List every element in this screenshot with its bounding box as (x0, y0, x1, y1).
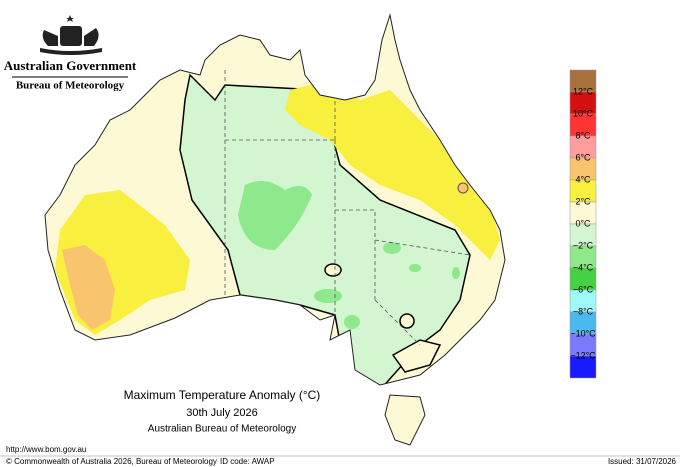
legend-label: 8°C (575, 130, 591, 140)
legend-label: 6°C (575, 152, 591, 162)
legend-label: −8°C (573, 306, 594, 316)
footer-issued: Issued: 31/07/2026 (608, 457, 677, 466)
map-title: Maximum Temperature Anomaly (°C) (124, 388, 321, 402)
legend: 12°C 10°C 8°C 6°C 4°C 2°C 0°C −2°C −4°C −6°C −8°C −… (569, 69, 597, 379)
map-date: 30th July 2026 (186, 407, 258, 419)
legend-label: −4°C (573, 262, 594, 272)
legend-label: −12°C (570, 350, 596, 360)
footer-url: http://www.bom.gov.au (6, 445, 86, 454)
coat-of-arms (40, 15, 102, 55)
legend-label: 4°C (575, 174, 591, 184)
legend-label: 2°C (575, 196, 591, 206)
legend-label: −2°C (573, 240, 594, 250)
legend-swatch (569, 355, 597, 379)
agency-name: Bureau of Meteorology (16, 80, 125, 92)
tasmania (384, 394, 426, 446)
map-source: Australian Bureau of Meteorology (148, 424, 296, 435)
legend-label: 10°C (573, 108, 594, 118)
footer-copyright: © Commonwealth of Australia 2026, Bureau… (6, 457, 217, 466)
legend-label: 0°C (575, 218, 591, 228)
government-name: Australian Government (4, 58, 137, 73)
legend-label: 12°C (573, 86, 594, 96)
legend-label: −10°C (570, 328, 596, 338)
legend-label: −6°C (573, 284, 594, 294)
footer-id: ID code: AWAP (220, 457, 275, 466)
